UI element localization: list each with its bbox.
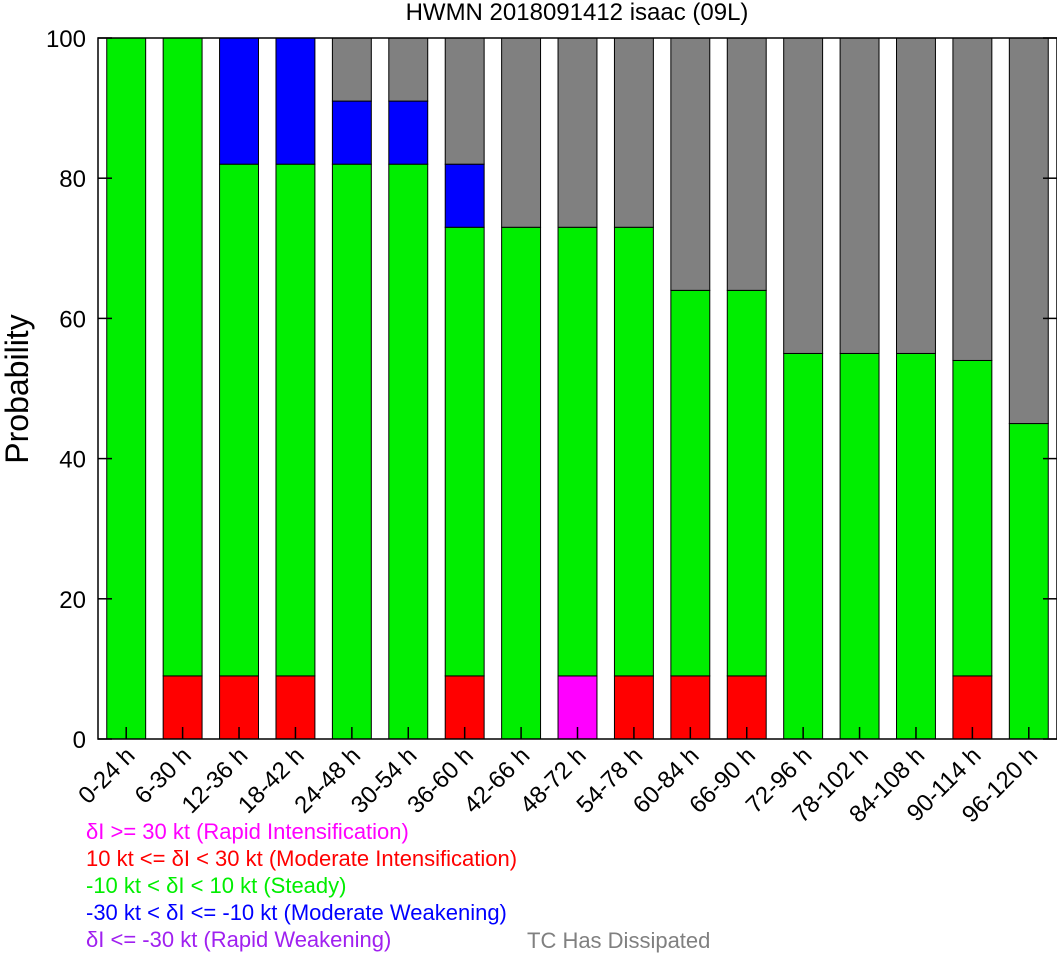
bar-segment-dissipated [726,37,767,291]
bar-segment-steady [839,352,880,740]
bar-segment-mw [219,37,259,165]
bar-segment-steady [1008,423,1049,740]
bar-segment-dissipated [613,37,654,228]
bar-segment-dissipated [444,37,485,165]
bar-segment-dissipated [1008,37,1049,425]
bar-segment-steady [896,352,936,740]
chart-title: HWMN 2018091412 isaac (09L) [406,0,749,26]
legend-dissipated: TC Has Dissipated [527,928,711,953]
bar-segment-dissipated [501,37,542,228]
bar-segment-mw [388,100,429,165]
y-tick-label: 20 [59,587,86,614]
legend-moderate-weakening: -30 kt < δI <= -10 kt (Moderate Weakenin… [86,900,507,925]
bar-segment-dissipated [839,37,880,354]
y-tick-label: 80 [59,166,86,193]
legend-rapid-intensification: δI >= 30 kt (Rapid Intensification) [86,819,409,844]
y-tick-label: 40 [59,447,86,474]
bar-segment-dissipated [670,37,711,291]
y-tick-label: 100 [46,26,86,53]
bar-segment-steady [613,226,654,677]
bar-segment-steady [783,352,824,740]
bar-segment-steady [388,163,429,740]
bar-segment-steady [444,226,485,677]
legend-moderate-intensification: 10 kt <= δI < 30 kt (Moderate Intensific… [86,846,518,871]
bar-segment-mw [275,37,316,165]
bar-segment-steady [219,163,259,677]
bar-segment-steady [670,289,711,677]
bar-segment-dissipated [388,37,429,102]
y-tick-label: 0 [73,727,86,754]
bar-segment-dissipated [952,37,993,361]
y-axis-label: Probability [0,314,35,463]
legend-steady: -10 kt < δI < 10 kt (Steady) [86,873,347,898]
bar-segment-mw [444,163,485,228]
bar-segment-steady [106,37,147,740]
y-tick-label: 60 [59,306,86,333]
bar-segment-dissipated [331,37,372,102]
legend: δI >= 30 kt (Rapid Intensification) 10 k… [86,818,517,953]
bar-segment-dissipated [896,37,936,354]
legend-rapid-weakening: δI <= -30 kt (Rapid Weakening) [86,927,392,952]
bar-segment-steady [275,163,316,677]
bar-segment-steady [557,226,598,677]
bar-segment-steady [726,289,767,677]
bar-segment-steady [952,359,993,677]
bar-segment-dissipated [557,37,598,228]
bar-segment-steady [331,163,372,740]
bar-segment-steady [162,37,203,677]
bar-segment-dissipated [783,37,824,354]
bar-segment-mw [331,100,372,165]
bar-segment-steady [501,226,542,740]
bars-group [106,37,1049,740]
